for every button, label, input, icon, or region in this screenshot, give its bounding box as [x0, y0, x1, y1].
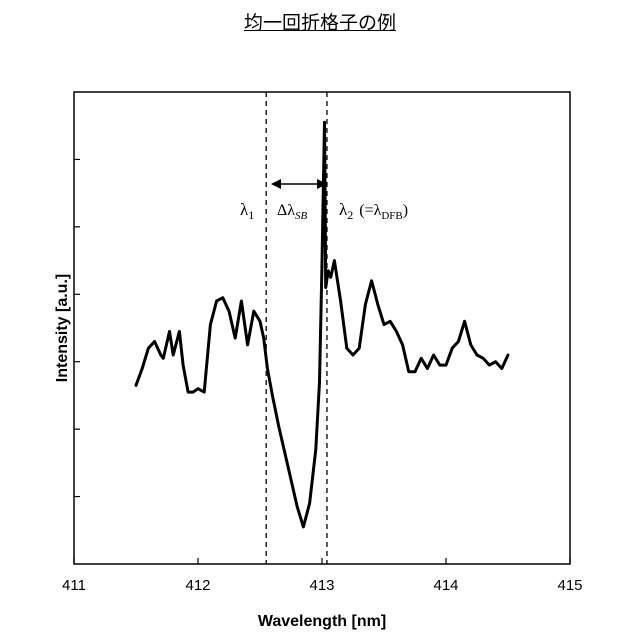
x-axis-title: Wavelength [nm] [258, 613, 386, 630]
x-tick-label: 412 [185, 577, 210, 594]
y-ticks [74, 159, 80, 496]
x-tick-label: 411 [62, 577, 86, 594]
spectrum-line [136, 122, 508, 527]
y-axis-title: Intensity [a.u.] [54, 274, 71, 382]
delta-label: ΔλSB [277, 202, 308, 222]
series-group [136, 122, 508, 527]
x-tick-label: 413 [309, 577, 334, 594]
dashed-markers [266, 92, 327, 564]
lambda1-label: λ1 [240, 200, 254, 222]
x-tick-label: 414 [433, 577, 458, 594]
lambda2-label: λ2(=λDFB) [339, 200, 408, 222]
x-tick-label: 415 [557, 577, 582, 594]
